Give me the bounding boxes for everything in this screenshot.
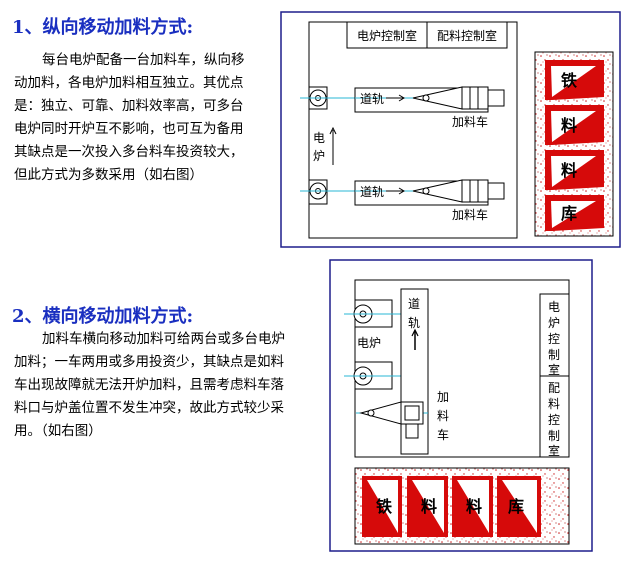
store-char: 料 [466,497,482,516]
section2-line: 车出现故障就无法开炉加料，且需考虑料车落 [14,377,284,393]
store-cell [545,150,604,190]
furnace-label-char1: 电 [313,131,325,145]
section2-line: 加料车横向移动加料可给两台或多台电炉 [42,331,285,347]
crm1-char: 炉 [548,316,560,330]
track-char: 道 [408,297,420,311]
store-char: 铁 [376,497,392,516]
cart-char: 车 [437,427,449,442]
section1-paragraph: 每台电炉配备一台加料车，纵向移 动加料，各电炉加料相互独立。其优点 是：独立、可… [14,49,245,187]
store-char: 料 [561,161,577,180]
crm2-char: 制 [548,429,560,443]
section1-line: 电炉同时开炉互不影响，也可互为备用 [14,121,244,137]
crm1-char: 电 [548,300,560,314]
section1-line: 但此方式为多数采用（如右图） [14,167,203,183]
track-char: 轨 [408,316,420,330]
furnace-control-room-2 [539,293,570,377]
section1-line: 其缺点是一次投入多台料车投资较大， [14,144,244,160]
track-1-label: 道轨 [360,92,384,106]
diagram-vertical-feeding: 电炉控制室 配料控制室 道轨 加料车 电 炉 道轨 [280,11,621,248]
section2-line: 用。（如右图） [14,423,102,439]
crm2-char: 室 [548,443,560,458]
batching-control-room [426,21,508,49]
cart-char: 料 [437,409,449,423]
crm1-char: 室 [548,362,560,377]
track-2-label: 道轨 [360,185,384,199]
store-cell [545,105,604,145]
crm1-char: 控 [548,332,560,346]
crm2-char: 配 [548,381,560,395]
store-char: 库 [561,204,577,223]
section2-line: 加料；一车两用或多用投资少，其缺点是如料 [14,354,284,370]
section1-line: 每台电炉配备一台加料车，纵向移 [42,52,245,68]
feeding-cart-3 [356,401,428,439]
section1-line: 动加料，各电炉加料相互独立。其优点 [14,75,244,91]
crm1-char: 制 [548,348,560,362]
batching-control-room-label: 配料控制室 [437,28,497,43]
arrow-left-icon [386,94,405,102]
cart-2-label: 加料车 [452,207,488,222]
store-char: 铁 [561,71,577,90]
section2-paragraph: 加料车横向移动加料可给两台或多台电炉 加料；一车两用或多用投资少，其缺点是如料 … [14,328,285,443]
store-char: 库 [508,497,524,516]
store-cell [545,60,604,100]
section2-heading: 2、横向移动加料方式: [12,306,194,327]
cart-1-label: 加料车 [452,114,488,129]
section1-line: 是：独立、可靠、加料效率高，可多台 [14,98,244,114]
store-cell [545,195,604,231]
batching-control-room-2 [539,375,570,458]
furnace-control-room-label: 电炉控制室 [357,28,417,43]
arrow-left-icon [386,187,405,195]
section1-heading: 1、纵向移动加料方式: [12,17,194,38]
store-char: 料 [561,116,577,135]
cart-char: 加 [437,390,449,404]
store-cell [362,476,402,537]
feeding-cart-1 [412,86,505,110]
crm2-char: 料 [548,397,560,411]
store-char: 料 [421,497,437,516]
section2-line: 料口与炉盖位置不发生冲突，故此方式较少采 [14,400,284,416]
furnace-label-2: 电炉 [357,336,381,350]
feeding-cart-2 [412,179,505,203]
crm2-char: 控 [548,413,560,427]
store-cell [452,476,493,537]
diagram1-plant [308,21,518,239]
furnace-label-char2: 炉 [313,149,325,163]
furnace-control-room [346,21,428,49]
diagram-horizontal-feeding: 电 炉 控 制 室 配 料 控 制 室 电炉 道 轨 [329,259,593,552]
store-cell [497,476,541,537]
store-cell [407,476,448,537]
